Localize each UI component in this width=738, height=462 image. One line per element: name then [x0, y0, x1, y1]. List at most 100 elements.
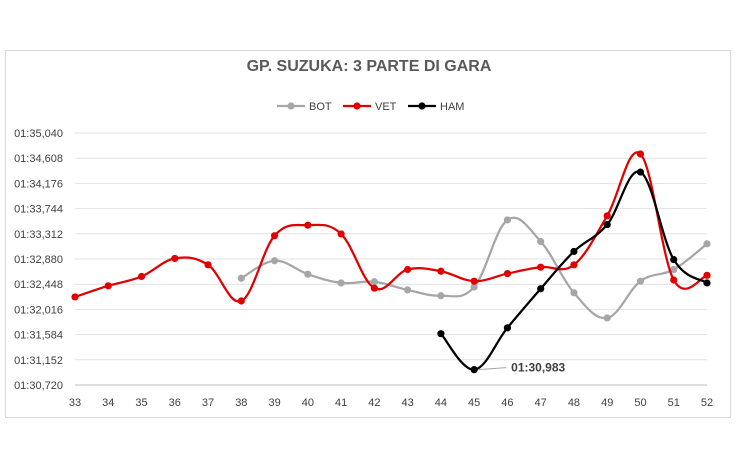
legend-item-vet: VET: [343, 101, 397, 113]
legend-label: BOT: [309, 101, 332, 113]
annotation-label: 01:30,983: [511, 361, 565, 375]
y-tick-label: 01:31,584: [14, 330, 63, 342]
data-point-vet: [171, 254, 179, 263]
y-axis-ticks: 01:30,720 01:31,152 01:31,584 01:32,016 01:3…: [14, 128, 63, 392]
x-tick-label: 35: [135, 397, 147, 409]
x-tick-label: 39: [268, 397, 280, 409]
series-line-bot: [240, 216, 708, 320]
data-point-bot: [270, 257, 279, 265]
x-tick-label: 52: [701, 397, 713, 409]
y-tick-label: 01:35,040: [14, 128, 63, 140]
data-point-ham: [703, 279, 711, 287]
data-point-vet: [404, 265, 412, 274]
x-tick-label: 45: [468, 397, 480, 409]
x-tick-label: 43: [402, 397, 414, 409]
x-tick-label: 49: [601, 397, 613, 409]
data-point-vet: [470, 277, 478, 285]
data-point-vet: [503, 269, 512, 278]
x-tick-label: 44: [435, 397, 447, 409]
data-point-vet: [270, 232, 279, 240]
data-point-vet: [703, 271, 711, 279]
series-line-vet: [74, 151, 708, 303]
y-tick-label: 01:34,608: [14, 153, 63, 165]
series-ham: [437, 168, 711, 374]
data-point-ham: [670, 255, 678, 264]
x-tick-label: 46: [501, 397, 513, 409]
legend-marker: [353, 102, 361, 110]
y-tick-label: 01:33,312: [14, 229, 63, 241]
legend-marker: [418, 102, 426, 110]
x-tick-label: 47: [535, 397, 547, 409]
data-point-bot: [470, 283, 478, 291]
x-tick-label: 48: [568, 397, 580, 409]
y-tick-label: 01:32,016: [14, 304, 63, 316]
series-lines: [71, 150, 711, 374]
data-point-bot: [437, 292, 445, 300]
x-tick-label: 36: [169, 397, 181, 409]
gridlines: [75, 132, 707, 386]
x-tick-label: 38: [235, 397, 247, 409]
data-point-ham: [570, 247, 578, 256]
x-tick-label: 50: [634, 397, 646, 409]
x-tick-label: 51: [668, 397, 680, 409]
annotation-leader: [478, 367, 507, 371]
data-point-bot: [570, 289, 578, 297]
data-point-vet: [537, 263, 545, 271]
data-point-vet: [237, 297, 245, 305]
data-point-vet: [570, 261, 578, 269]
data-point-vet: [71, 293, 79, 301]
y-tick-label: 01:32,448: [14, 279, 63, 291]
y-tick-label: 01:31,152: [14, 355, 63, 367]
data-point-vet: [603, 212, 611, 220]
legend-item-bot: BOT: [277, 101, 332, 113]
data-point-vet: [137, 272, 146, 281]
x-tick-label: 37: [202, 397, 214, 409]
data-point-bot: [537, 237, 545, 246]
data-point-bot: [304, 270, 312, 278]
legend-label: VET: [375, 101, 397, 113]
data-point-bot: [503, 216, 512, 224]
data-point-bot: [670, 265, 678, 274]
annotation: 01:30,983: [478, 361, 566, 375]
data-point-vet: [337, 230, 345, 238]
series-line-ham: [440, 170, 708, 371]
data-point-ham: [503, 324, 512, 332]
x-tick-label: 34: [102, 397, 114, 409]
x-tick-label: 42: [368, 397, 380, 409]
data-point-ham: [636, 168, 645, 176]
data-point-ham: [470, 366, 478, 374]
data-point-bot: [370, 278, 378, 286]
data-point-ham: [603, 220, 611, 229]
legend-marker: [287, 102, 295, 110]
series-vet: [71, 150, 711, 305]
data-point-ham: [437, 330, 445, 338]
y-tick-label: 01:30,720: [14, 380, 63, 392]
y-tick-label: 01:32,880: [14, 254, 63, 266]
x-axis-ticks: 33 34 35 36 37 38 39 40 41 42 43 44 45 46 47 48 49 50 51 52: [69, 397, 713, 409]
legend-label: HAM: [440, 101, 464, 113]
data-point-bot: [636, 277, 645, 285]
y-tick-label: 01:34,176: [14, 178, 63, 190]
data-point-bot: [237, 274, 245, 282]
x-tick-label: 40: [302, 397, 314, 409]
data-point-vet: [204, 261, 212, 269]
data-point-bot: [603, 314, 611, 322]
data-point-vet: [304, 221, 312, 229]
chart-title: GP. SUZUKA: 3 PARTE DI GARA: [246, 58, 492, 75]
legend: BOT VET HAM: [277, 101, 464, 113]
data-point-vet: [370, 284, 378, 292]
data-point-bot: [703, 240, 711, 248]
data-point-vet: [437, 267, 445, 275]
data-point-ham: [537, 285, 545, 293]
data-point-bot: [337, 279, 345, 287]
x-tick-label: 41: [335, 397, 347, 409]
data-point-bot: [404, 286, 412, 294]
y-tick-label: 01:33,744: [14, 204, 63, 216]
legend-item-ham: HAM: [408, 101, 464, 113]
series-bot: [237, 216, 711, 322]
x-tick-label: 33: [69, 397, 81, 409]
data-point-vet: [636, 150, 645, 158]
data-point-vet: [670, 276, 678, 284]
data-point-vet: [104, 282, 112, 290]
